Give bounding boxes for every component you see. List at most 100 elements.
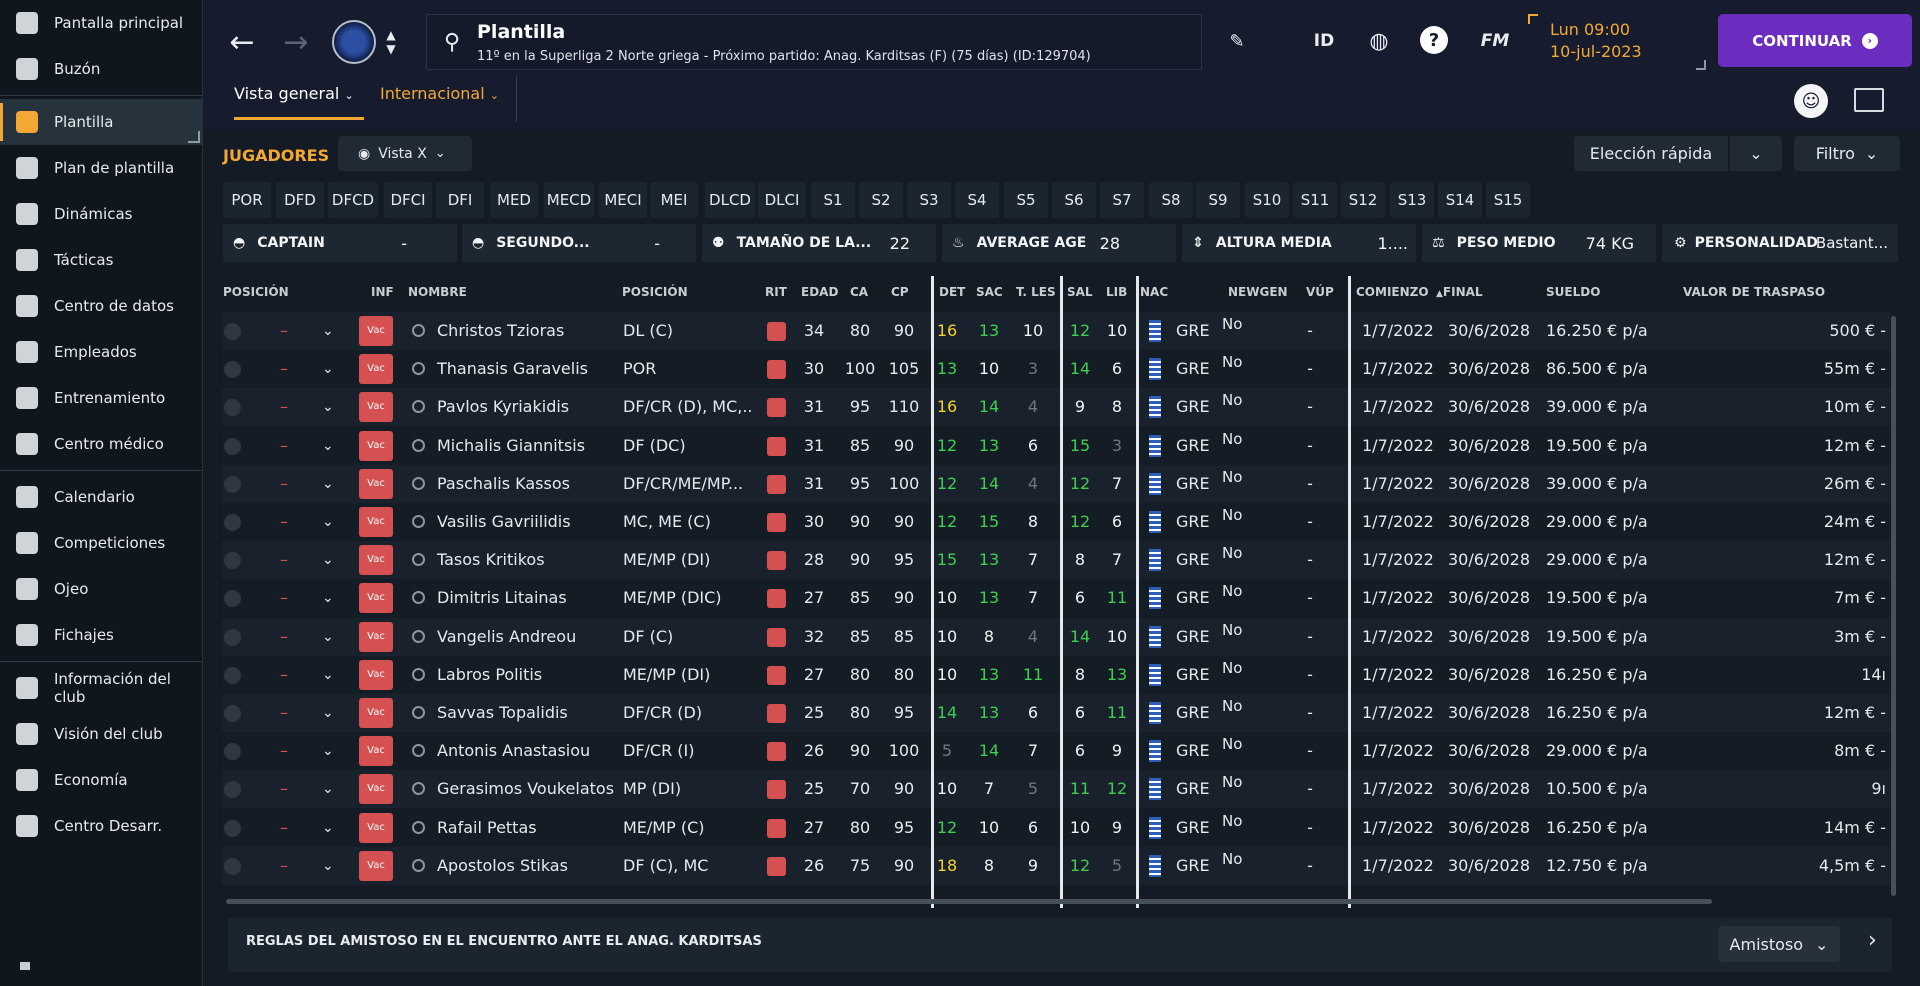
position-chip[interactable]: DFI <box>436 182 484 218</box>
player-name[interactable]: Michalis Giannitsis <box>437 435 586 455</box>
quick-pick-dropdown[interactable]: ⌄ <box>1730 136 1782 171</box>
vacation-badge[interactable]: Vac <box>359 621 393 652</box>
select-checkbox[interactable] <box>224 361 241 379</box>
select-checkbox[interactable] <box>224 819 241 837</box>
select-checkbox[interactable] <box>224 437 241 455</box>
back-arrow-icon[interactable]: ← <box>229 24 255 60</box>
col-rit[interactable]: RIT <box>765 285 787 299</box>
select-checkbox[interactable] <box>224 743 241 761</box>
col-cp[interactable]: CP <box>891 285 909 299</box>
vacation-badge[interactable]: Vac <box>359 545 393 576</box>
table-row[interactable]: – ⌄ Vac Labros Politis ME/MP (DI) 27 80 80 10 13 1… <box>222 655 1890 694</box>
stat-average-weight[interactable]: ⚖ PESO MEDIO 74 KG <box>1422 224 1656 262</box>
col-sal[interactable]: SAL <box>1067 285 1093 299</box>
col-ca[interactable]: CA <box>850 285 869 299</box>
game-date[interactable]: Lun 09:00 10-jul-2023 <box>1528 14 1706 70</box>
table-row[interactable]: – ⌄ Vac Pavlos Kyriakidis DF/CR (D), MC,... 3… <box>222 388 1890 427</box>
stat-average-height[interactable]: ⇕ ALTURA MEDIA 1.... <box>1182 224 1416 262</box>
player-name[interactable]: Labros Politis <box>437 664 543 684</box>
vacation-badge[interactable]: Vac <box>359 774 393 805</box>
sidebar-item-2[interactable]: Plantilla <box>0 99 202 145</box>
position-chip[interactable]: S14 <box>1438 182 1482 218</box>
table-row[interactable]: – ⌄ Vac Thanasis Garavelis POR 30 100 105 13 10 3 1… <box>222 350 1890 389</box>
position-chip[interactable]: POR <box>223 182 271 218</box>
tab-overview[interactable]: Vista general ⌄ <box>234 84 364 120</box>
player-name[interactable]: Rafail Pettas <box>437 817 537 837</box>
chevron-down-icon[interactable]: ⌄ <box>322 819 334 836</box>
stat-captain[interactable]: ◓ CAPTAIN - <box>223 224 457 262</box>
chevron-down-icon[interactable]: ⌄ <box>322 552 334 569</box>
sidebar-item-12[interactable]: Ojeo <box>0 566 202 612</box>
filter-button[interactable]: Filtro ⌄ <box>1794 136 1900 171</box>
table-row[interactable]: – ⌄ Vac Gerasimos Voukelatos MP (DI) 25 70 90 10… <box>222 770 1890 809</box>
sidebar-item-5[interactable]: Tácticas <box>0 237 202 283</box>
col-edad[interactable]: EDAD <box>801 285 839 299</box>
vacation-badge[interactable]: Vac <box>359 698 393 728</box>
table-row[interactable]: – ⌄ Vac Michalis Giannitsis DF (DC) 31 85 90 12 1… <box>222 426 1890 465</box>
chevron-down-icon[interactable]: ⌄ <box>322 399 334 416</box>
select-checkbox[interactable] <box>224 781 241 799</box>
stat-second-captain[interactable]: ◓ SEGUNDO... - <box>462 224 696 262</box>
vacation-badge[interactable]: Vac <box>359 850 393 881</box>
position-chip[interactable]: MECD <box>544 182 594 218</box>
stat-squad-size[interactable]: ⚉ TAMAÑO DE LA... 22 <box>702 224 936 262</box>
col-final[interactable]: ▲FINAL <box>1436 285 1483 299</box>
vacation-badge[interactable]: Vac <box>359 316 393 346</box>
tab-international[interactable]: Internacional ⌄ <box>380 84 499 120</box>
chevron-down-icon[interactable]: ⌄ <box>322 705 334 721</box>
player-name[interactable]: Antonis Anastasiou <box>437 741 591 761</box>
player-name[interactable]: Thanasis Garavelis <box>437 359 588 379</box>
chevron-down-icon[interactable]: ⌄ <box>322 590 334 607</box>
chevron-right-icon[interactable]: › <box>1868 928 1877 953</box>
table-row[interactable]: – ⌄ Vac Savvas Topalidis DF/CR (D) 25 80 95 14 13… <box>222 694 1890 732</box>
select-checkbox[interactable] <box>224 628 241 646</box>
chevron-down-icon[interactable]: ⌄ <box>322 666 334 683</box>
vacation-badge[interactable]: Vac <box>359 736 393 767</box>
position-chip[interactable]: DLCD <box>705 182 755 218</box>
club-crest-icon[interactable] <box>332 20 376 64</box>
help-icon[interactable]: ? <box>1420 26 1448 54</box>
view-selector[interactable]: ◉ Vista X ⌄ <box>338 136 472 171</box>
player-name[interactable]: Christos Tzioras <box>437 321 565 340</box>
monitor-icon[interactable] <box>1854 88 1884 112</box>
table-row[interactable]: – ⌄ Vac Rafail Pettas ME/MP (C) 27 80 95 12 10 6 10… <box>222 808 1890 847</box>
table-row[interactable]: – ⌄ Vac Vasilis Gavriilidis MC, ME (C) 30 90 90… <box>222 503 1890 541</box>
quick-pick-button[interactable]: Elección rápida <box>1574 136 1728 171</box>
player-name[interactable]: Paschalis Kassos <box>437 473 570 493</box>
select-checkbox[interactable] <box>224 552 241 570</box>
position-chip[interactable]: MEI <box>650 182 698 218</box>
vacation-badge[interactable]: Vac <box>359 812 393 843</box>
col-newgen[interactable]: NEWGEN <box>1228 285 1288 299</box>
chevron-down-icon[interactable]: ⌄ <box>322 361 334 378</box>
position-chip[interactable]: DFD <box>276 182 324 218</box>
chevron-down-icon[interactable]: ⌄ <box>322 514 334 530</box>
position-chip[interactable]: S10 <box>1245 182 1289 218</box>
position-chip[interactable]: S8 <box>1149 182 1193 218</box>
sidebar-item-4[interactable]: Dinámicas <box>0 191 202 237</box>
position-chip[interactable]: S12 <box>1341 182 1385 218</box>
sidebar-item-14[interactable]: Información del club <box>0 665 202 711</box>
vacation-badge[interactable]: Vac <box>359 507 393 537</box>
vacation-badge[interactable]: Vac <box>359 659 393 690</box>
vacation-badge[interactable]: Vac <box>359 392 393 423</box>
player-name[interactable]: Vangelis Andreou <box>437 626 577 646</box>
sidebar-item-13[interactable]: Fichajes <box>0 612 202 658</box>
select-checkbox[interactable] <box>224 323 241 340</box>
select-checkbox[interactable] <box>224 666 241 684</box>
select-checkbox[interactable] <box>224 399 241 417</box>
player-name[interactable]: Savvas Topalidis <box>437 703 568 722</box>
sidebar-item-16[interactable]: Economía <box>0 757 202 803</box>
chevron-down-icon[interactable]: ⌄ <box>322 743 334 760</box>
col-posicion[interactable]: POSICIÓN <box>223 285 289 299</box>
col-posicion-2[interactable]: POSICIÓN <box>622 285 688 299</box>
sidebar-item-1[interactable]: Buzón <box>0 46 202 92</box>
globe-icon[interactable]: ◍ <box>1369 28 1389 54</box>
table-row[interactable]: – ⌄ Vac Paschalis Kassos DF/CR/ME/MP... 31 95 1… <box>222 464 1890 503</box>
position-chip[interactable]: S6 <box>1052 182 1096 218</box>
position-chip[interactable]: DLCI <box>758 182 806 218</box>
continue-button[interactable]: CONTINUAR › <box>1718 14 1912 67</box>
position-chip[interactable]: S11 <box>1293 182 1337 218</box>
search-icon[interactable]: ⚲ <box>443 29 461 55</box>
col-sac[interactable]: SAC <box>976 285 1003 299</box>
col-vup[interactable]: VÚP <box>1306 285 1334 299</box>
